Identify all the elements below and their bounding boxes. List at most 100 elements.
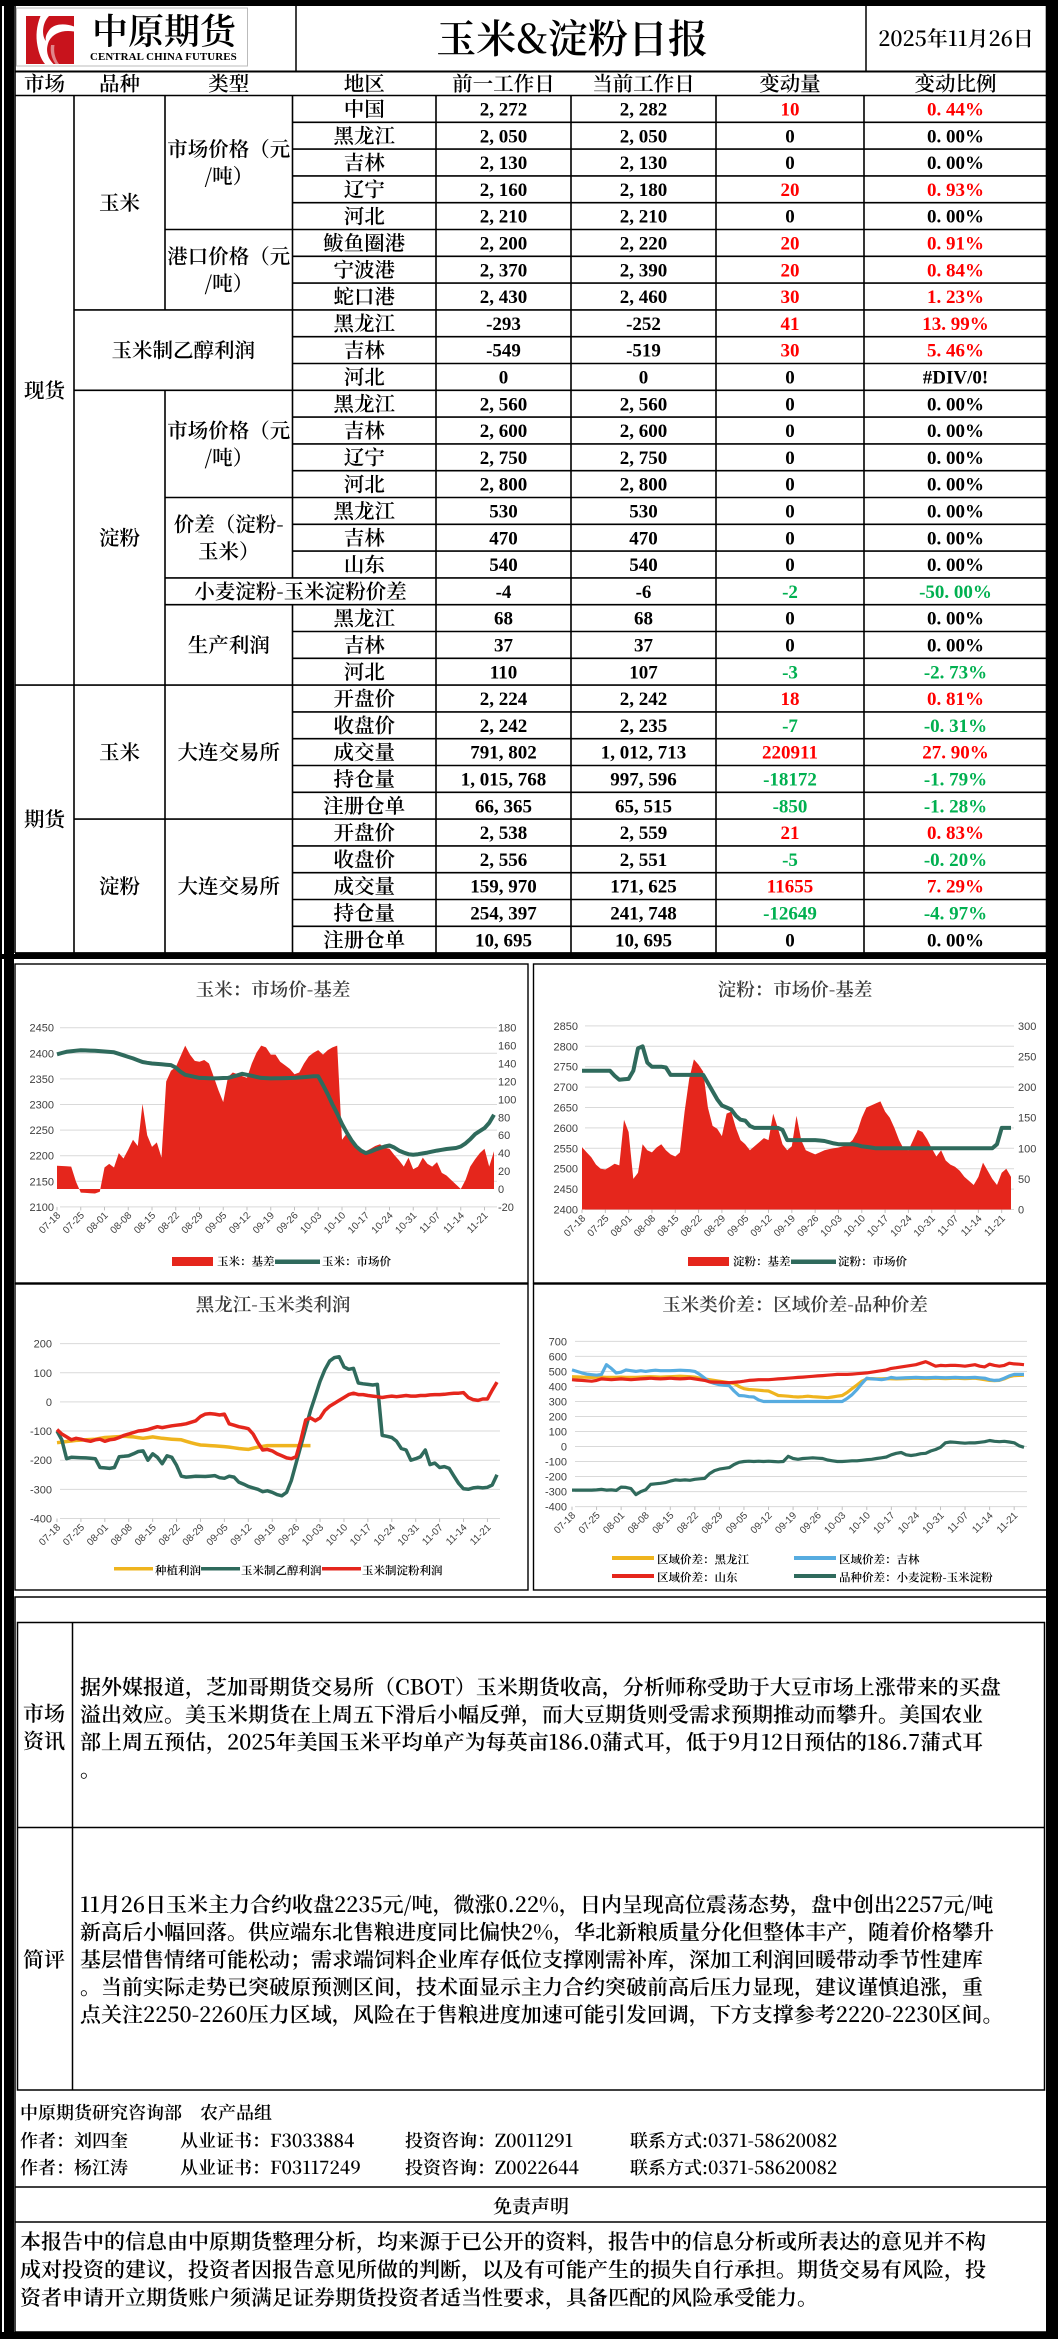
svg-text:30: 30 [781, 341, 800, 362]
svg-text:2450: 2450 [554, 1184, 578, 1196]
svg-text:2, 050: 2, 050 [620, 126, 668, 147]
svg-text:100: 100 [1018, 1143, 1036, 1155]
svg-text:0: 0 [785, 609, 795, 630]
svg-text:40: 40 [498, 1148, 510, 1160]
svg-text:0. 91%: 0. 91% [927, 234, 984, 255]
svg-text:2850: 2850 [554, 1021, 578, 1033]
svg-text:2650: 2650 [554, 1103, 578, 1115]
svg-text:-50. 00%: -50. 00% [919, 582, 992, 603]
svg-text:0: 0 [785, 528, 795, 549]
svg-text:0. 00%: 0. 00% [927, 555, 984, 576]
svg-text:600: 600 [549, 1351, 567, 1363]
svg-text:0: 0 [639, 368, 649, 389]
svg-text:2, 242: 2, 242 [480, 716, 528, 737]
svg-text:470: 470 [629, 528, 658, 549]
svg-text:65, 515: 65, 515 [615, 796, 672, 817]
svg-text:2, 224: 2, 224 [480, 689, 528, 710]
svg-text:20: 20 [781, 234, 800, 255]
svg-text:2250: 2250 [30, 1125, 54, 1137]
svg-text:0: 0 [785, 555, 795, 576]
svg-text:13. 99%: 13. 99% [922, 314, 989, 335]
svg-text:-4: -4 [496, 582, 512, 603]
svg-text:5. 46%: 5. 46% [927, 341, 984, 362]
svg-text:-519: -519 [626, 341, 661, 362]
svg-text:2550: 2550 [554, 1143, 578, 1155]
svg-text:100: 100 [498, 1094, 516, 1106]
svg-text:2200: 2200 [30, 1151, 54, 1163]
svg-text:2800: 2800 [554, 1041, 578, 1053]
svg-text:0: 0 [46, 1397, 52, 1409]
svg-text:2300: 2300 [30, 1100, 54, 1112]
svg-text:300: 300 [1018, 1021, 1036, 1033]
svg-text:200: 200 [549, 1412, 567, 1424]
svg-text:107: 107 [629, 662, 658, 683]
svg-text:60: 60 [498, 1130, 510, 1142]
svg-text:241, 748: 241, 748 [610, 904, 677, 925]
svg-text:-12649: -12649 [763, 904, 817, 925]
svg-text:2, 130: 2, 130 [620, 153, 668, 174]
svg-text:-400: -400 [545, 1502, 567, 1514]
svg-text:540: 540 [489, 555, 518, 576]
svg-text:2, 370: 2, 370 [480, 260, 528, 281]
svg-text:2, 560: 2, 560 [620, 394, 668, 415]
svg-text:2, 430: 2, 430 [480, 287, 528, 308]
svg-text:791, 802: 791, 802 [470, 743, 537, 764]
svg-text:2, 160: 2, 160 [480, 180, 528, 201]
svg-text:200: 200 [1018, 1082, 1036, 1094]
svg-text:-100: -100 [30, 1426, 52, 1438]
svg-text:-300: -300 [545, 1487, 567, 1499]
svg-text:2, 460: 2, 460 [620, 287, 668, 308]
svg-text:2, 200: 2, 200 [480, 234, 528, 255]
svg-text:-5: -5 [782, 850, 798, 871]
svg-text:2350: 2350 [30, 1074, 54, 1086]
svg-text:37: 37 [634, 636, 654, 657]
svg-text:-300: -300 [30, 1484, 52, 1496]
svg-text:2400: 2400 [30, 1048, 54, 1060]
svg-text:2, 272: 2, 272 [480, 100, 528, 121]
svg-text:CENTRAL CHINA FUTURES: CENTRAL CHINA FUTURES [90, 51, 237, 63]
svg-text:2, 560: 2, 560 [480, 394, 528, 415]
svg-text:2, 556: 2, 556 [480, 850, 528, 871]
svg-text:254, 397: 254, 397 [470, 904, 537, 925]
svg-text:0. 84%: 0. 84% [927, 260, 984, 281]
svg-text:10: 10 [781, 100, 800, 121]
svg-text:-252: -252 [626, 314, 661, 335]
svg-text:68: 68 [634, 609, 653, 630]
svg-text:1, 015, 768: 1, 015, 768 [461, 770, 547, 791]
svg-text:7. 29%: 7. 29% [927, 877, 984, 898]
svg-text:700: 700 [549, 1336, 567, 1348]
svg-text:2, 750: 2, 750 [480, 448, 528, 469]
svg-text:120: 120 [498, 1077, 516, 1089]
svg-text:500: 500 [549, 1366, 567, 1378]
svg-text:-20: -20 [498, 1202, 514, 1214]
svg-text:0. 00%: 0. 00% [927, 394, 984, 415]
svg-text:2, 130: 2, 130 [480, 153, 528, 174]
svg-text:150: 150 [1018, 1113, 1036, 1125]
svg-text:-4. 97%: -4. 97% [924, 904, 987, 925]
svg-text:37: 37 [494, 636, 514, 657]
svg-text:110: 110 [490, 662, 517, 683]
svg-text:10, 695: 10, 695 [475, 930, 532, 951]
svg-text:250: 250 [1018, 1052, 1036, 1064]
svg-text:2, 600: 2, 600 [480, 421, 528, 442]
svg-text:0: 0 [785, 126, 795, 147]
svg-text:2150: 2150 [30, 1176, 54, 1188]
svg-text:540: 540 [629, 555, 658, 576]
svg-text:0. 00%: 0. 00% [927, 207, 984, 228]
svg-text:41: 41 [781, 314, 800, 335]
svg-text:2, 180: 2, 180 [620, 180, 668, 201]
svg-text:100: 100 [549, 1427, 567, 1439]
svg-text:10, 695: 10, 695 [615, 930, 672, 951]
svg-text:0. 00%: 0. 00% [927, 153, 984, 174]
svg-text:0. 00%: 0. 00% [927, 448, 984, 469]
svg-text:2, 210: 2, 210 [620, 207, 668, 228]
svg-text:2400: 2400 [554, 1205, 578, 1217]
svg-text:-400: -400 [30, 1514, 52, 1526]
svg-text:180: 180 [498, 1023, 516, 1035]
svg-text:2700: 2700 [554, 1082, 578, 1094]
svg-text:20: 20 [781, 260, 800, 281]
svg-text:0. 00%: 0. 00% [927, 421, 984, 442]
svg-text:2750: 2750 [554, 1062, 578, 1074]
svg-text:171, 625: 171, 625 [610, 877, 677, 898]
svg-text:68: 68 [494, 609, 513, 630]
